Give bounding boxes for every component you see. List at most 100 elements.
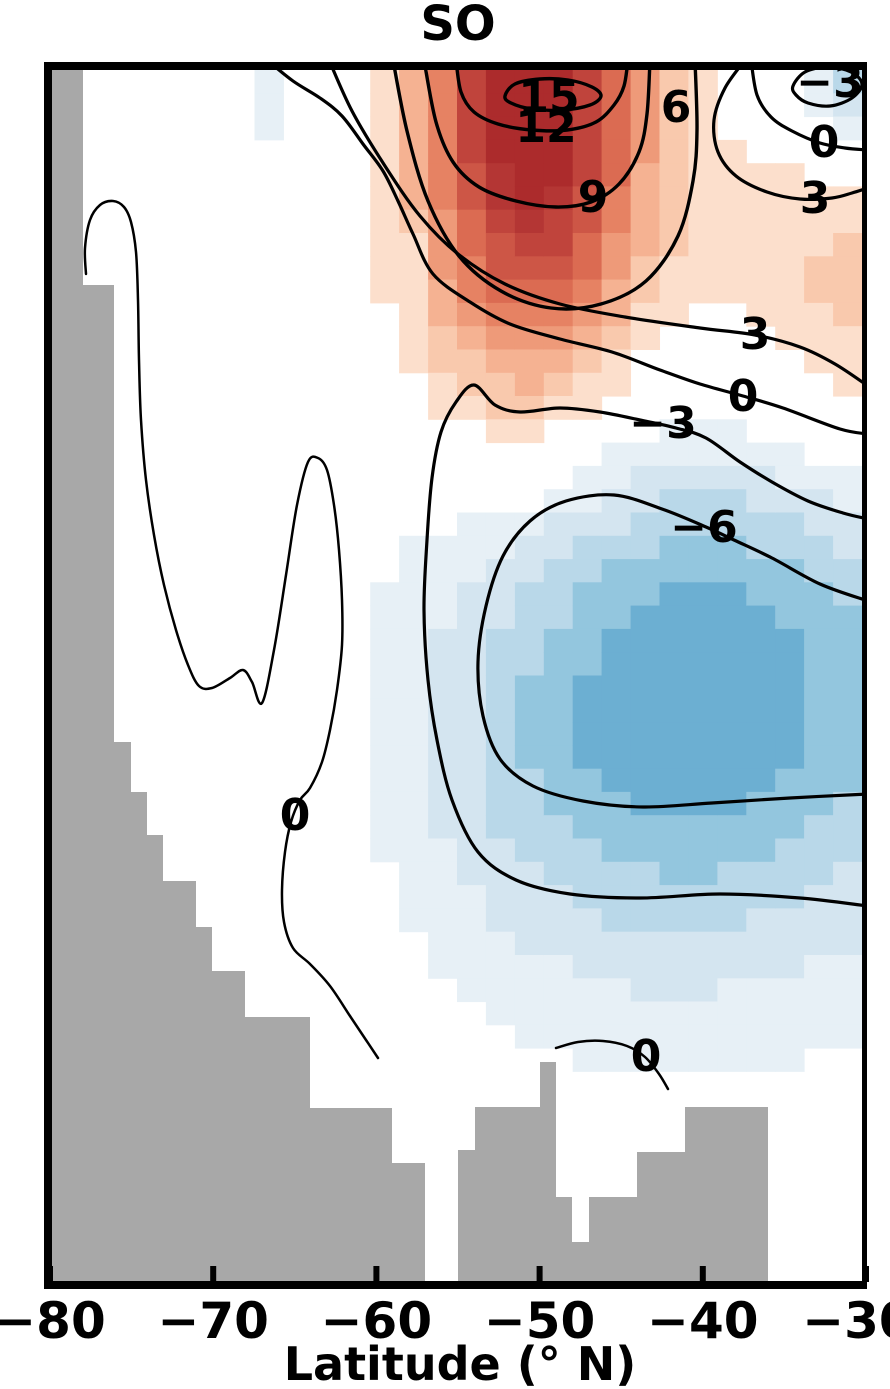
fill-cell [746, 1024, 776, 1049]
fill-cell [630, 186, 661, 211]
fill-cell [746, 745, 776, 770]
fill-cell [543, 70, 574, 94]
fill-cell [746, 279, 776, 304]
fill-cell [746, 233, 776, 257]
fill-cell [572, 605, 603, 630]
fill-cell [746, 838, 776, 863]
fill-cell [804, 349, 834, 374]
fill-cell [543, 559, 574, 583]
fill-cell [688, 70, 718, 94]
fill-cell [457, 722, 487, 746]
fill-cell [833, 745, 863, 770]
fill-cell [601, 768, 632, 793]
fill-cell [572, 139, 603, 164]
fill-cell [572, 1048, 603, 1072]
fill-cell [804, 559, 834, 583]
fill-cell [485, 838, 516, 863]
fill-cell [572, 838, 603, 863]
fill-cell [775, 722, 805, 746]
fill-cell [514, 70, 545, 94]
fill-cell [688, 628, 718, 653]
fill-cell [572, 512, 603, 537]
fill-cell [804, 745, 834, 770]
fill-cell [370, 93, 400, 118]
fill-cell [370, 582, 400, 607]
contour-label: 3 [800, 173, 831, 224]
left-spine [44, 62, 52, 1289]
fill-cell [659, 628, 689, 653]
fill-cell [630, 628, 661, 653]
fill-cell [833, 1024, 863, 1049]
contour-label: 9 [578, 172, 609, 223]
fill-cell [746, 559, 776, 583]
fill-cell [428, 559, 458, 583]
fill-cell [428, 955, 458, 979]
fill-cell [833, 931, 863, 956]
fill-cell [717, 256, 747, 281]
fill-cell [399, 302, 429, 327]
fill-cell [485, 582, 516, 607]
fill-cell [457, 116, 487, 141]
fill-cell [370, 815, 400, 839]
bathymetry-bar [196, 927, 212, 1281]
fill-cell [630, 535, 661, 560]
fill-cell [717, 209, 747, 234]
fill-cell [746, 628, 776, 653]
fill-cell [804, 535, 834, 560]
fill-cell [688, 139, 718, 164]
fill-cell [775, 512, 805, 537]
fill-cell [833, 908, 863, 933]
fill-cell [688, 209, 718, 234]
fill-cell [543, 698, 574, 723]
fill-cell [659, 675, 689, 700]
fill-cell [601, 652, 632, 676]
fill-cell [399, 791, 429, 816]
fill-cell [717, 885, 747, 909]
fill-cell [428, 186, 458, 211]
fill-cell [833, 256, 863, 281]
fill-cell [659, 535, 689, 560]
fill-cell [601, 512, 632, 537]
fill-cell [601, 838, 632, 863]
fill-cell [457, 768, 487, 793]
fill-cell [399, 652, 429, 676]
fill-cell [428, 372, 458, 397]
contour-label: 6 [661, 82, 692, 133]
fill-cell [370, 698, 400, 723]
fill-cell [572, 675, 603, 700]
fill-cell [688, 768, 718, 793]
fill-cell [746, 582, 776, 607]
fill-cell [543, 186, 574, 211]
fill-cell [428, 861, 458, 886]
fill-cell [572, 209, 603, 234]
bathymetry-bar [163, 881, 196, 1281]
fill-cell [457, 396, 487, 420]
x-tick-label: −50 [484, 1292, 595, 1350]
fill-cell [717, 1024, 747, 1049]
bathymetry-bar [114, 742, 131, 1281]
fill-cell [688, 722, 718, 746]
fill-cell [485, 209, 516, 234]
fill-cell [485, 768, 516, 793]
fill-cell [485, 652, 516, 676]
fill-cell [717, 838, 747, 863]
fill-cell [543, 582, 574, 607]
fill-cell [804, 512, 834, 537]
fill-cell [775, 442, 805, 467]
fill-cell [601, 1048, 632, 1072]
fill-cell [601, 815, 632, 839]
fill-cell [370, 209, 400, 234]
fill-cell [399, 163, 429, 187]
fill-cell [572, 722, 603, 746]
fill-cell [485, 628, 516, 653]
fill-cell [775, 582, 805, 607]
x-tick [699, 1266, 706, 1282]
bathymetry-bar [52, 70, 83, 1281]
fill-cell [601, 908, 632, 933]
fill-cell [485, 70, 516, 94]
fill-cell [514, 256, 545, 281]
fill-cell [457, 978, 487, 1003]
fill-cell [457, 302, 487, 327]
fill-cell [457, 163, 487, 187]
